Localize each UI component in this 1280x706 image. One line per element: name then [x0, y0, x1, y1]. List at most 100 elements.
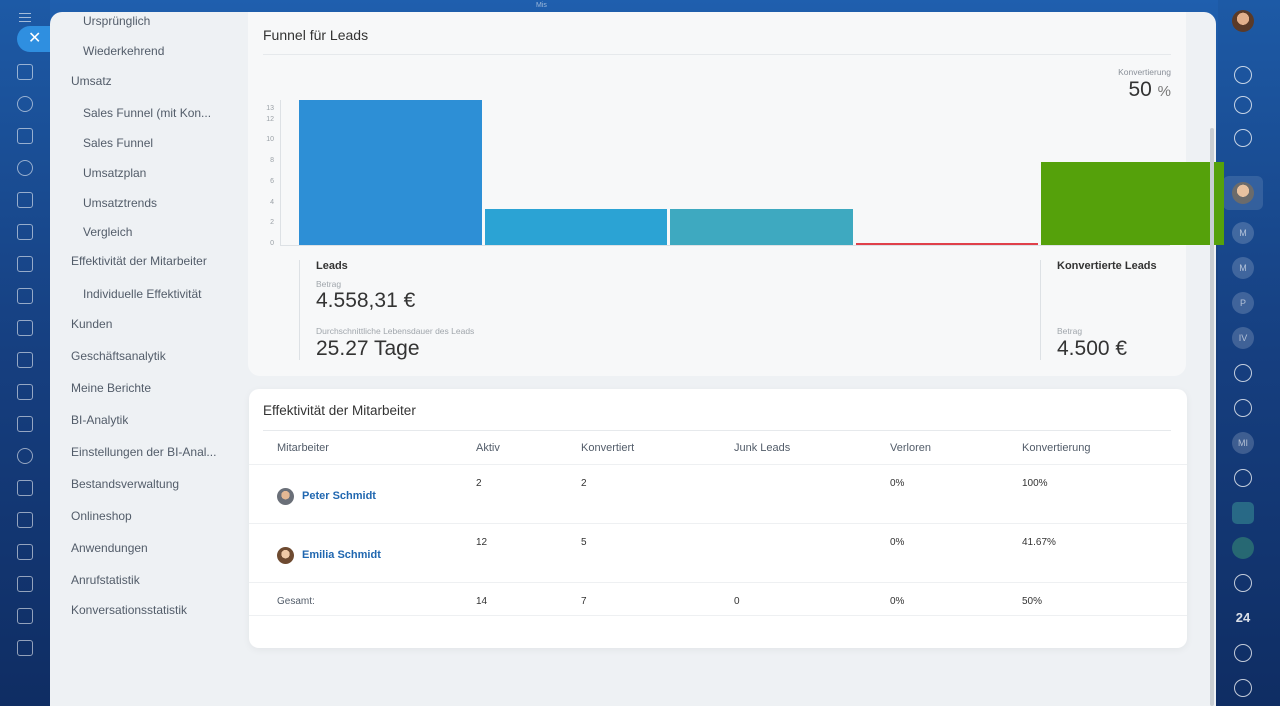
col-junk: Junk Leads [734, 442, 791, 454]
chat-iv-icon[interactable]: IV [1232, 327, 1254, 349]
settings-icon[interactable] [17, 96, 33, 112]
home-icon[interactable] [17, 64, 33, 80]
calendar-icon[interactable] [17, 288, 33, 304]
chat-avatar-icon[interactable] [1232, 182, 1254, 204]
checklist-icon[interactable] [17, 320, 33, 336]
cell-lost: 0% [890, 537, 905, 548]
left-icon-rail [0, 0, 50, 706]
header-line [249, 464, 1187, 465]
nav-item[interactable]: Bestandsverwaltung [71, 477, 180, 491]
cell-converted[interactable]: 5 [581, 537, 587, 548]
copilot-icon[interactable] [1234, 96, 1252, 114]
chat-mi-icon[interactable]: MI [1232, 432, 1254, 454]
close-icon: ✕ [28, 30, 42, 47]
nav-item[interactable]: Wiederkehrend [83, 44, 165, 58]
row-line [249, 615, 1187, 616]
total-conversion: 50% [1022, 596, 1043, 607]
col-conversion: Konvertierung [1022, 442, 1091, 454]
nav-item[interactable]: Geschäftsanalytik [71, 349, 166, 363]
documents-icon[interactable] [17, 192, 33, 208]
top-label: Mis [536, 2, 547, 9]
nav-item[interactable]: Umsatztrends [83, 196, 158, 210]
funnel-card: Funnel für Leads Konvertierung 50 % 0 2 4 6… [248, 12, 1224, 376]
nav-item[interactable]: Anwendungen [71, 541, 148, 555]
sites-icon[interactable] [17, 256, 33, 272]
nav-item[interactable]: Einstellungen der BI-Anal... [71, 445, 217, 459]
nav-item[interactable]: Sales Funnel [83, 136, 154, 150]
nav-item[interactable]: Sales Funnel (mit Kon... [83, 106, 212, 120]
nav-item[interactable]: Onlineshop [71, 509, 132, 523]
chat-p-icon[interactable]: P [1232, 292, 1254, 314]
funnel-bar[interactable] [670, 208, 853, 245]
employee-avatar [277, 488, 294, 505]
automation-icon[interactable] [17, 448, 33, 464]
channel-3-icon[interactable] [1234, 469, 1252, 487]
employee-avatar [277, 547, 294, 564]
leads-info-line [299, 260, 300, 360]
search-icon[interactable] [1234, 129, 1252, 147]
nav-item[interactable]: Individuelle Effektivität [83, 287, 202, 301]
funnel-bar[interactable] [855, 242, 1038, 245]
scrollbar[interactable] [1210, 128, 1214, 706]
crm-icon[interactable] [17, 224, 33, 240]
lock-icon[interactable] [1232, 537, 1254, 559]
cell-converted[interactable]: 2 [581, 478, 587, 489]
cell-active: 2 [476, 478, 482, 489]
col-converted: Konvertiert [581, 442, 635, 454]
total-junk: 0 [734, 596, 740, 607]
converted-title: Konvertierte Leads [1057, 260, 1157, 272]
employee-card-title: Effektivität der Mitarbeiter [263, 403, 416, 418]
funnel-bar[interactable] [484, 208, 667, 245]
employee-effectiveness-card: Effektivität der Mitarbeiter Mitarbeiter… [249, 389, 1187, 648]
chat-icon[interactable] [17, 608, 33, 624]
nav-item[interactable]: Kunden [71, 317, 113, 331]
nav-item[interactable]: Meine Berichte [71, 381, 152, 395]
cart-icon[interactable] [17, 384, 33, 400]
notifications-icon[interactable] [1234, 66, 1252, 84]
channel-2-icon[interactable] [1234, 399, 1252, 417]
y-tick-label: 10 [266, 136, 274, 144]
nav-item[interactable]: Ursprünglich [83, 14, 151, 28]
x-axis [280, 245, 1170, 246]
inventory-icon[interactable] [17, 512, 33, 528]
y-tick-label: 8 [270, 157, 274, 165]
employee-divider [263, 430, 1171, 431]
nav-item[interactable]: Effektivität der Mitarbeiter [71, 254, 207, 268]
converted-amount-label: Betrag [1057, 326, 1083, 336]
chat-m2-icon[interactable]: M [1232, 257, 1254, 279]
total-lost: 0% [890, 596, 905, 607]
employee-name-link[interactable]: Peter Schmidt [302, 490, 376, 502]
conversion-label: Konvertierung [1118, 67, 1171, 77]
nav-item[interactable]: Vergleich [83, 225, 133, 239]
bot-icon[interactable] [1232, 502, 1254, 524]
funnel-bar[interactable] [299, 100, 482, 245]
channel-6-icon[interactable] [1234, 679, 1252, 697]
nav-item[interactable]: Konversationsstatistik [71, 603, 188, 617]
more-icon[interactable] [17, 640, 33, 656]
filter-icon[interactable] [17, 416, 33, 432]
menu-icon[interactable] [19, 13, 31, 22]
channel-4-icon[interactable] [1234, 574, 1252, 592]
nav-item[interactable]: Umsatz [71, 74, 112, 88]
nav-item[interactable]: Umsatzplan [83, 166, 147, 180]
market-icon[interactable] [17, 544, 33, 560]
channel-icon[interactable] [1234, 364, 1252, 382]
bitrix24-icon[interactable]: 24 [1235, 610, 1251, 625]
chat-m-icon[interactable]: M [1232, 222, 1254, 244]
phone-icon[interactable] [17, 576, 33, 592]
employee-name-link[interactable]: Emilia Schmidt [302, 549, 381, 561]
analytics-icon[interactable] [17, 352, 33, 368]
row-line [249, 523, 1187, 524]
tasks-icon[interactable] [17, 128, 33, 144]
contacts-icon[interactable] [17, 160, 33, 176]
nav-item[interactable]: Anrufstatistik [71, 573, 140, 587]
cell-lost: 0% [890, 478, 905, 489]
right-icon-rail: M M P IV MI 24 [1218, 0, 1280, 706]
cell-conversion: 41.67% [1022, 537, 1056, 548]
sign-icon[interactable] [17, 480, 33, 496]
channel-5-icon[interactable] [1234, 644, 1252, 662]
y-tick-label: 0 [270, 240, 274, 247]
nav-item[interactable]: BI-Analytik [71, 413, 129, 427]
funnel-bar[interactable] [1041, 162, 1224, 245]
user-avatar[interactable] [1232, 10, 1254, 32]
